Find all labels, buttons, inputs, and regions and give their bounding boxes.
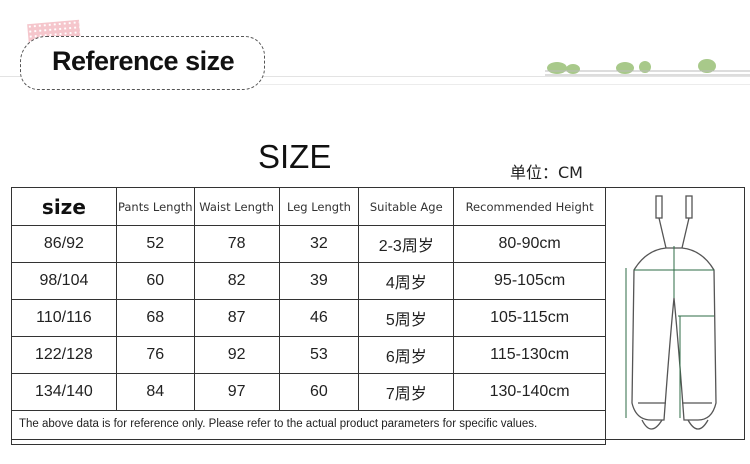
divider-line xyxy=(0,76,750,77)
banner-title: Reference size xyxy=(52,46,235,76)
cell-suitable-age: 6周岁 xyxy=(358,336,455,374)
cell-pants-length: 60 xyxy=(115,262,195,300)
size-table: size Pants Length Waist Length Leg Lengt… xyxy=(11,187,606,445)
size-heading: SIZE xyxy=(258,138,332,175)
cell-size: 86/92 xyxy=(11,225,117,263)
cell-recommended-height: 115-130cm xyxy=(453,336,606,374)
cell-recommended-height: 105-115cm xyxy=(453,299,606,337)
cell-pants-length: 52 xyxy=(115,225,195,263)
cell-recommended-height: 80-90cm xyxy=(453,225,606,263)
cell-pants-length: 68 xyxy=(115,299,195,337)
title-badge xyxy=(20,36,265,90)
divider-line xyxy=(260,84,750,85)
cell-suitable-age: 5周岁 xyxy=(358,299,455,337)
cell-waist-length: 97 xyxy=(193,373,280,411)
cell-size: 98/104 xyxy=(11,262,117,300)
header-recommended-height: Recommended Height xyxy=(453,187,606,226)
cell-pants-length: 84 xyxy=(115,373,195,411)
cell-leg-length: 60 xyxy=(278,373,360,411)
cell-waist-length: 87 xyxy=(193,299,280,337)
header-leg-length: Leg Length xyxy=(278,187,360,226)
unit-label: 单位：CM xyxy=(510,163,583,182)
cell-size: 122/128 xyxy=(11,336,117,374)
cell-size: 134/140 xyxy=(11,373,117,411)
cell-leg-length: 39 xyxy=(278,262,360,300)
cell-waist-length: 78 xyxy=(193,225,280,263)
cell-pants-length: 76 xyxy=(115,336,195,374)
cell-suitable-age: 2-3周岁 xyxy=(358,225,455,263)
disclaimer-note: The above data is for reference only. Pl… xyxy=(19,418,538,430)
table-row: 110/116 68 87 46 5周岁 105-115cm xyxy=(11,299,606,337)
cell-recommended-height: 95-105cm xyxy=(453,262,606,300)
table-row: 122/128 76 92 53 6周岁 115-130cm xyxy=(11,336,606,374)
table-header-row: size Pants Length Waist Length Leg Lengt… xyxy=(11,187,606,226)
cell-waist-length: 82 xyxy=(193,262,280,300)
cell-size: 110/116 xyxy=(11,299,117,337)
table-row: 134/140 84 97 60 7周岁 130-140cm xyxy=(11,373,606,411)
header-suitable-age: Suitable Age xyxy=(358,187,455,226)
overalls-diagram-icon xyxy=(625,195,717,430)
cell-leg-length: 53 xyxy=(278,336,360,374)
cell-suitable-age: 7周岁 xyxy=(358,373,455,411)
cell-waist-length: 92 xyxy=(193,336,280,374)
cell-leg-length: 32 xyxy=(278,225,360,263)
header-pants-length: Pants Length xyxy=(115,187,195,226)
header-waist-length: Waist Length xyxy=(193,187,280,226)
cell-suitable-age: 4周岁 xyxy=(358,262,455,300)
table-row: 86/92 52 78 32 2-3周岁 80-90cm xyxy=(11,225,606,263)
fence-trees-decoration xyxy=(545,59,750,76)
table-row: 98/104 60 82 39 4周岁 95-105cm xyxy=(11,262,606,300)
header-size: size xyxy=(11,187,117,226)
cell-leg-length: 46 xyxy=(278,299,360,337)
cell-recommended-height: 130-140cm xyxy=(453,373,606,411)
